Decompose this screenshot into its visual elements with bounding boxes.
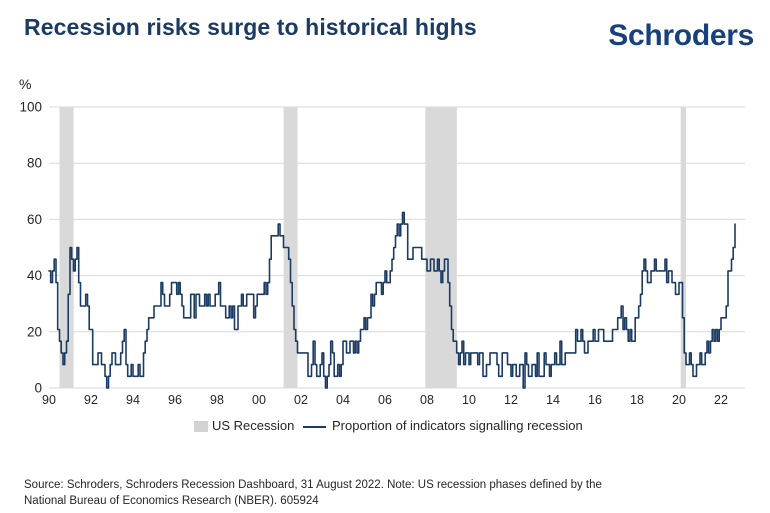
svg-text:18: 18 [630, 393, 644, 407]
svg-text:08: 08 [420, 393, 434, 407]
svg-text:0: 0 [34, 381, 42, 396]
svg-text:02: 02 [294, 393, 308, 407]
svg-text:92: 92 [84, 393, 98, 407]
svg-text:14: 14 [546, 393, 560, 407]
svg-text:10: 10 [462, 393, 476, 407]
svg-text:12: 12 [504, 393, 518, 407]
svg-text:94: 94 [126, 393, 140, 407]
svg-text:06: 06 [378, 393, 392, 407]
svg-text:22: 22 [714, 393, 728, 407]
svg-text:100: 100 [19, 100, 42, 115]
svg-text:20: 20 [27, 324, 42, 339]
svg-text:80: 80 [27, 156, 42, 171]
svg-text:20: 20 [672, 393, 686, 407]
svg-text:00: 00 [252, 393, 266, 407]
svg-text:40: 40 [27, 268, 42, 283]
svg-text:98: 98 [210, 393, 224, 407]
svg-text:04: 04 [336, 393, 350, 407]
svg-text:96: 96 [168, 393, 182, 407]
svg-text:16: 16 [588, 393, 602, 407]
svg-text:60: 60 [27, 212, 42, 227]
svg-text:90: 90 [42, 393, 56, 407]
